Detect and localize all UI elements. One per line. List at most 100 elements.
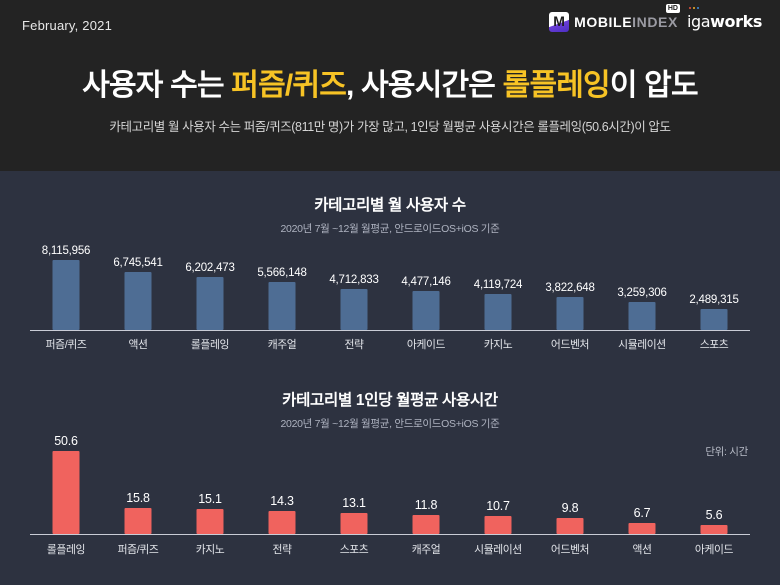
bar-slot: 3,822,648 어드벤처 bbox=[534, 226, 606, 378]
brand-logos: MOBILEINDEX HD igaworks bbox=[549, 4, 762, 32]
bar-value-label: 5.6 bbox=[705, 508, 723, 522]
bar-value-label: 50.6 bbox=[54, 434, 78, 448]
chart2-subtitle: 2020년 7월 ~12월 월평균, 안드로이드OS+iOS 기준 bbox=[280, 418, 500, 430]
category-label: 아케이드 bbox=[694, 544, 734, 556]
igaworks-logo: igaworks bbox=[687, 7, 762, 32]
bar-slot: 5.6 아케이드 bbox=[678, 418, 750, 585]
bar-value-label: 6.7 bbox=[633, 506, 651, 520]
chart2-unit-note: 단위: 시간 bbox=[705, 446, 748, 458]
category-label: 롤플레잉 bbox=[190, 339, 230, 351]
bar[interactable] bbox=[268, 511, 296, 534]
category-label: 카지노 bbox=[483, 339, 513, 351]
headline-part-4: 이 압도 bbox=[609, 69, 699, 102]
bar[interactable] bbox=[124, 508, 152, 534]
chart1-title: 카테고리별 월 사용자 수 bbox=[314, 197, 466, 214]
bar[interactable] bbox=[52, 260, 80, 330]
bar-value-label: 14.3 bbox=[270, 494, 294, 508]
category-label: 전략 bbox=[272, 544, 292, 556]
bar[interactable] bbox=[484, 294, 512, 330]
bar[interactable] bbox=[268, 282, 296, 330]
bar-value-label: 10.7 bbox=[486, 499, 510, 513]
bar-value-label: 3,822,648 bbox=[545, 282, 595, 294]
report-date: February, 2021 bbox=[22, 18, 112, 33]
hd-badge: HD bbox=[665, 4, 680, 13]
bar[interactable] bbox=[628, 302, 656, 330]
igaworks-wordmark: igaworks bbox=[687, 12, 762, 31]
chart1-axis-line bbox=[30, 330, 750, 331]
mobileindex-mark-icon bbox=[549, 11, 570, 32]
chart1-bars: 8,115,956 퍼즘/퀴즈 6,745,541 액션 6,202,473 롤플레잉 5,… bbox=[30, 226, 750, 378]
bar[interactable] bbox=[556, 518, 584, 534]
bar-value-label: 3,259,306 bbox=[617, 287, 667, 299]
headline: 사용자 수는 퍼즘/퀴즈, 사용시간은 롤플레잉이 압도 bbox=[0, 60, 780, 104]
headline-part-2: , 사용시간은 bbox=[346, 69, 503, 102]
category-label: 어드벤처 bbox=[550, 544, 590, 556]
mobileindex-word-bold: MOBILE bbox=[574, 14, 633, 30]
bar[interactable] bbox=[124, 272, 152, 330]
bar[interactable] bbox=[628, 523, 656, 534]
bar-slot: 3,259,306 시뮬레이션 bbox=[606, 226, 678, 378]
page-header: February, 2021 MOBILEINDEX HD igaworks 사… bbox=[0, 0, 780, 171]
bar-value-label: 5,566,148 bbox=[257, 267, 307, 279]
bar-slot: 4,477,146 아케이드 bbox=[390, 226, 462, 378]
bar-slot: 5,566,148 캐주얼 bbox=[246, 226, 318, 378]
mobileindex-wordmark: MOBILEINDEX bbox=[574, 12, 678, 32]
bar-value-label: 4,712,833 bbox=[329, 274, 379, 286]
bar[interactable] bbox=[700, 309, 728, 330]
bar-slot: 4,712,833 전략 bbox=[318, 226, 390, 378]
bar-value-label: 11.8 bbox=[414, 498, 438, 512]
chart1-subtitle: 2020년 7월 ~12월 월평균, 안드로이드OS+iOS 기준 bbox=[280, 223, 500, 235]
category-label: 퍼즘/퀴즈 bbox=[45, 339, 87, 351]
bar-value-label: 15.1 bbox=[198, 492, 222, 506]
mobileindex-logo: MOBILEINDEX HD bbox=[549, 4, 680, 32]
igaworks-word-light: iga bbox=[686, 12, 711, 31]
headline-part-3: 롤플레잉 bbox=[502, 69, 611, 102]
category-label: 스포츠 bbox=[699, 339, 729, 351]
category-label: 시뮬레이션 bbox=[474, 544, 522, 556]
bar[interactable] bbox=[700, 525, 728, 534]
bar-slot: 14.3 전략 bbox=[246, 418, 318, 585]
chart-users-block: 카테고리별 월 사용자 수 2020년 7월 ~12월 월평균, 안드로이드OS… bbox=[0, 171, 780, 378]
chart2-bars: 50.6 롤플레잉 15.8 퍼즘/퀴즈 15.1 카지노 14.3 전략 13.1 스포츠 11.… bbox=[30, 418, 750, 585]
bar[interactable] bbox=[556, 297, 584, 330]
bar-slot: 13.1 스포츠 bbox=[318, 418, 390, 585]
bar-slot: 8,115,956 퍼즘/퀴즈 bbox=[30, 226, 102, 378]
chart2-axis-line bbox=[30, 534, 750, 535]
bar[interactable] bbox=[412, 291, 440, 330]
bar[interactable] bbox=[412, 515, 440, 534]
bar-value-label: 6,745,541 bbox=[113, 257, 163, 269]
bar-value-label: 4,119,724 bbox=[473, 279, 523, 291]
subheadline: 카테고리별 월 사용자 수는 퍼즘/퀴즈(811만 명)가 가장 많고, 1인당… bbox=[109, 120, 671, 134]
category-label: 전략 bbox=[344, 339, 364, 351]
bar[interactable] bbox=[340, 513, 368, 534]
bar-value-label: 13.1 bbox=[342, 496, 366, 510]
bar-slot: 11.8 캐주얼 bbox=[390, 418, 462, 585]
bar-value-label: 2,489,315 bbox=[689, 294, 739, 306]
category-label: 카지노 bbox=[195, 544, 225, 556]
bar[interactable] bbox=[484, 516, 512, 534]
bar-slot: 6.7 액션 bbox=[606, 418, 678, 585]
bar-slot: 6,745,541 액션 bbox=[102, 226, 174, 378]
bar-slot: 10.7 시뮬레이션 bbox=[462, 418, 534, 585]
chart2-title: 카테고리별 1인당 월평균 사용시간 bbox=[282, 392, 498, 409]
bar-slot: 6,202,473 롤플레잉 bbox=[174, 226, 246, 378]
category-label: 롤플레잉 bbox=[46, 544, 86, 556]
bar-slot: 15.1 카지노 bbox=[174, 418, 246, 585]
category-label: 액션 bbox=[128, 339, 148, 351]
bar-slot: 2,489,315 스포츠 bbox=[678, 226, 750, 378]
bar-slot: 15.8 퍼즘/퀴즈 bbox=[102, 418, 174, 585]
bar[interactable] bbox=[196, 509, 224, 534]
bar-value-label: 8,115,956 bbox=[41, 245, 91, 257]
bar[interactable] bbox=[52, 451, 80, 534]
bar-value-label: 4,477,146 bbox=[401, 276, 451, 288]
category-label: 액션 bbox=[632, 544, 652, 556]
category-label: 아케이드 bbox=[406, 339, 446, 351]
category-label: 시뮬레이션 bbox=[618, 339, 666, 351]
category-label: 퍼즘/퀴즈 bbox=[117, 544, 159, 556]
bar[interactable] bbox=[196, 277, 224, 330]
bar[interactable] bbox=[340, 289, 368, 330]
headline-part-0: 사용자 수는 bbox=[82, 69, 232, 102]
mobileindex-word-dim: INDEX bbox=[632, 14, 678, 30]
category-label: 스포츠 bbox=[339, 544, 369, 556]
